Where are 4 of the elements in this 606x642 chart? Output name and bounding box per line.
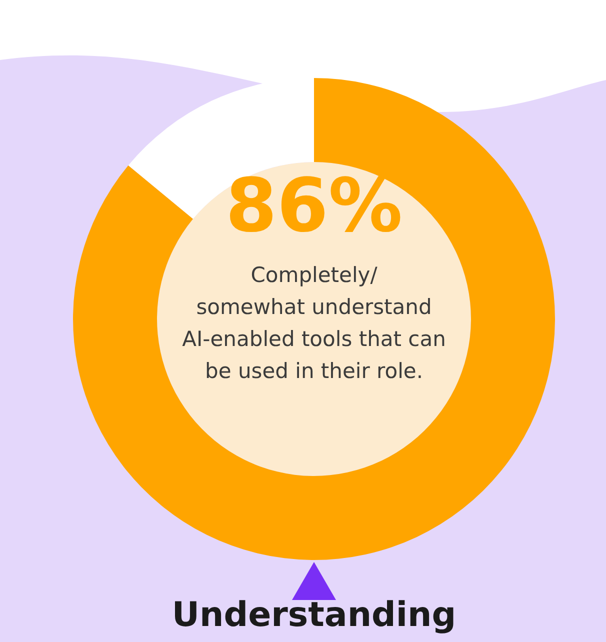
text: Understanding <box>172 595 456 635</box>
donut-slice <box>73 78 555 560</box>
data-label: 86% <box>225 163 403 249</box>
text: Completely/ somewhat understand AI-enabled tools that can be used in their role. <box>182 263 446 383</box>
